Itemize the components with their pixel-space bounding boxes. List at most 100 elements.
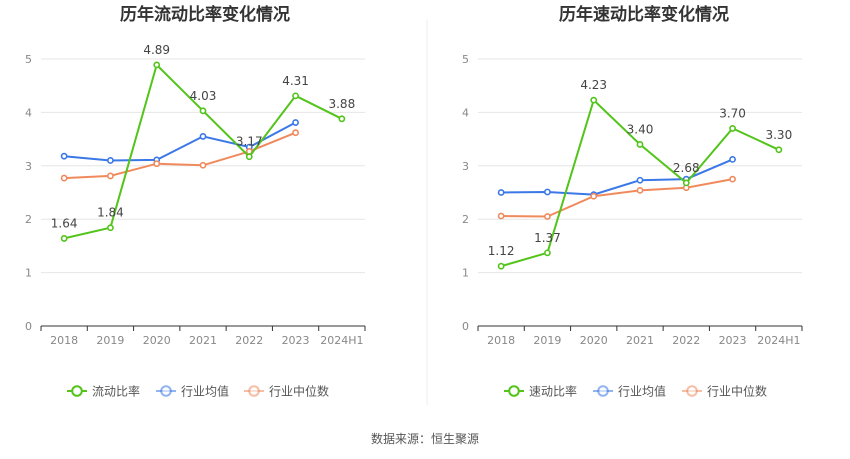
data-label: 4.89 [143,43,170,57]
legend-label: 速动比率 [529,384,577,399]
data-point-industry-median [497,212,505,220]
chart-current-ratio: 历年流动比率变化情况 0 1 2 3 4 5 2018 2019 2020 2021 2022 2023… [25,4,366,399]
legend-item-industry-mean: 行业均值 [593,384,666,399]
series-line-industry-mean [501,158,733,196]
legend-swatch-marker [508,385,520,397]
x-tick-label: 2021 [189,334,217,347]
y-tick-label: 1 [462,267,469,280]
data-point-industry-mean [729,155,736,163]
chart-title: 历年速动比率变化情况 [559,4,729,25]
legend-swatch-marker [248,385,260,397]
data-label: 3.88 [328,97,355,111]
legend-swatch-marker [686,385,698,397]
data-point-main [338,115,346,123]
data-label: 3.40 [627,122,654,136]
data-label: 4.03 [190,89,217,103]
data-point-main [292,92,299,100]
data-label: 1.84 [97,206,124,220]
data-label: 1.64 [51,216,78,230]
data-point-industry-median [199,161,207,169]
y-tick-label: 0 [462,320,469,333]
series-line-industry-median [64,131,296,180]
data-point-industry-mean [60,152,68,160]
series-line-industry-mean [64,121,297,162]
series-line-industry-median [501,178,733,218]
data-label: 4.31 [282,74,309,88]
y-tick-label: 3 [462,160,469,173]
legend-item-main: 速动比率 [504,384,577,399]
data-point-industry-median [636,186,644,194]
x-tick-label: 2020 [580,334,608,347]
data-point-main [544,249,551,257]
legend-item-industry-mean: 行业均值 [156,384,229,399]
y-tick-label: 2 [25,213,32,226]
data-point-main [590,96,598,104]
data-point-main [729,125,736,132]
legend-label: 行业中位数 [269,384,329,399]
data-point-industry-mean [497,189,505,196]
data-point-industry-mean [292,119,299,126]
data-point-industry-median [60,174,68,182]
legend-item-industry-median: 行业中位数 [682,384,767,399]
x-tick-label: 2022 [235,334,263,347]
data-label: 3.30 [765,128,792,142]
legend-item-main: 流动比率 [67,384,140,399]
data-point-industry-mean [544,188,551,196]
data-label: 2.68 [673,161,700,175]
data-point-industry-median [107,172,114,180]
x-tick-label: 2023 [282,334,310,347]
data-point-industry-mean [636,176,644,184]
source-note: 数据来源：恒生聚源 [371,431,479,446]
y-tick-label: 2 [462,213,469,226]
data-point-industry-median [153,160,161,168]
x-tick-label: 2020 [143,334,171,347]
x-tick-label: 2018 [487,334,515,347]
data-label: 3.70 [719,106,746,120]
y-tick-label: 3 [25,160,32,173]
data-point-main [245,153,253,161]
data-point-main [199,107,207,115]
data-point-main [775,146,783,154]
data-point-industry-mean [199,133,207,140]
data-point-main [497,262,505,270]
x-tick-label: 2023 [719,334,747,347]
legend-label: 行业均值 [181,384,229,399]
legend-label: 流动比率 [92,384,140,399]
legend-label: 行业均值 [618,384,666,399]
data-point-industry-median [544,213,551,220]
data-point-main [636,141,644,148]
y-tick-label: 5 [25,53,32,66]
data-point-main [153,61,161,69]
data-label: 1.12 [488,244,515,258]
data-point-industry-median [590,192,598,200]
x-tick-label: 2019 [533,334,561,347]
x-tick-label: 2019 [96,334,124,347]
data-point-main [60,235,68,242]
x-tick-label: 2022 [672,334,700,347]
legend-item-industry-median: 行业中位数 [244,384,329,399]
chart-quick-ratio: 历年速动比率变化情况 0 1 2 3 4 5 2018 2019 2020 2021 2022 2023… [462,4,803,399]
x-tick-label: 2024H1 [757,334,800,347]
data-point-industry-median [292,129,299,137]
legend-swatch-marker [71,385,83,397]
y-tick-label: 0 [25,320,32,333]
data-label: 4.23 [580,78,607,92]
data-point-main [107,224,114,232]
data-label: 3.17 [236,135,263,149]
x-tick-label: 2024H1 [320,334,363,347]
y-tick-label: 1 [25,267,32,280]
y-tick-label: 4 [25,106,32,119]
legend-label: 行业中位数 [707,384,767,399]
y-tick-label: 5 [462,53,469,66]
legend-swatch-marker [160,385,172,397]
chart-title: 历年流动比率变化情况 [120,4,290,25]
x-tick-label: 2021 [626,334,654,347]
legend-swatch-marker [597,385,609,397]
data-point-industry-mean [107,157,114,164]
x-tick-label: 2018 [50,334,78,347]
data-label: 1.37 [534,231,561,245]
data-point-industry-median [729,175,736,183]
data-point-main [682,179,690,187]
y-tick-label: 4 [462,106,469,119]
